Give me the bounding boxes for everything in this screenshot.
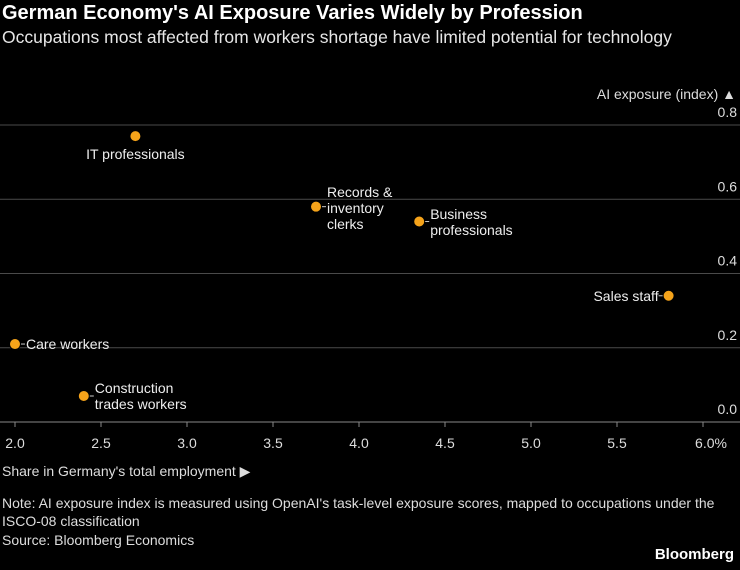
y-tick-label: 0.0 <box>718 401 738 417</box>
point <box>9 338 21 351</box>
note: Note: AI exposure index is measured usin… <box>2 495 715 529</box>
y-axis-label: AI exposure (index) ▲ <box>596 86 736 102</box>
point <box>310 200 322 213</box>
point <box>662 289 675 302</box>
x-tick-label: 2.0 <box>5 435 25 451</box>
x-axis-label: Share in Germany's total employment ▶ <box>2 463 251 479</box>
brand: Bloomberg <box>654 546 734 563</box>
x-tick-label: 5.0 <box>521 435 541 451</box>
y-tick-label: 0.6 <box>718 178 738 194</box>
x-tick-label: 2.5 <box>91 435 111 451</box>
point-label: Records & inventory clerks <box>327 183 393 232</box>
point-label: Business professionals <box>430 205 513 238</box>
chart-subtitle: Occupations most affected from workers s… <box>2 27 672 47</box>
x-tick-label: 4.0 <box>349 435 369 451</box>
point-label: Sales staff <box>593 287 659 304</box>
y-tick-label: 0.8 <box>718 104 738 120</box>
point <box>129 130 142 143</box>
point <box>77 390 90 403</box>
y-tick-label: 0.4 <box>718 253 738 269</box>
y-tick-label: 0.2 <box>718 327 738 343</box>
x-tick-label: 5.5 <box>607 435 627 451</box>
point-label: Construction trades workers <box>94 380 187 412</box>
chart-title: German Economy's AI Exposure Varies Wide… <box>2 2 583 24</box>
x-tick-label: 6.0% <box>695 435 727 451</box>
source: Source: Bloomberg Economics <box>2 532 195 548</box>
x-tick-label: 3.5 <box>263 435 283 451</box>
point <box>413 215 426 228</box>
x-tick-label: 3.0 <box>177 435 197 451</box>
x-tick-label: 4.5 <box>435 435 455 451</box>
point-label: Care workers <box>26 336 110 353</box>
point-label: IT professionals <box>86 146 185 163</box>
